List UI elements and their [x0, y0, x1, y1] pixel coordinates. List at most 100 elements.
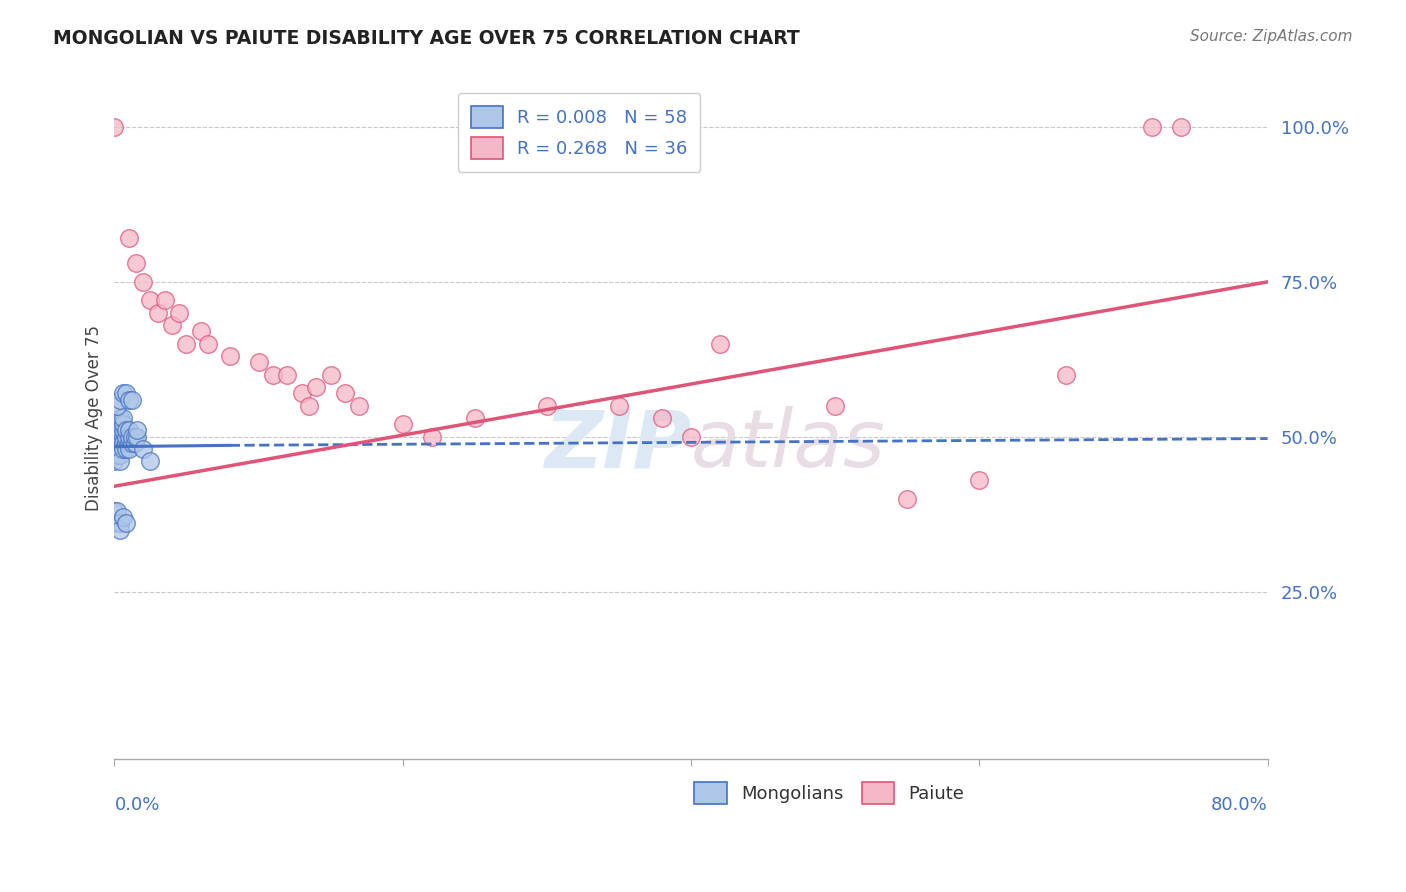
Point — [103, 454, 125, 468]
Point — [197, 336, 219, 351]
Point — [105, 448, 128, 462]
Point — [108, 454, 131, 468]
Point — [1142, 120, 1164, 134]
Point — [112, 417, 135, 432]
Point — [291, 386, 314, 401]
Text: ZIP: ZIP — [544, 407, 690, 484]
Point — [108, 424, 131, 438]
Point — [108, 430, 131, 444]
Point — [464, 411, 486, 425]
Point — [247, 355, 270, 369]
Y-axis label: Disability Age Over 75: Disability Age Over 75 — [86, 325, 103, 511]
Legend: Mongolians, Paiute: Mongolians, Paiute — [688, 774, 972, 811]
Text: Source: ZipAtlas.com: Source: ZipAtlas.com — [1189, 29, 1353, 44]
Point — [112, 424, 135, 438]
Point — [108, 442, 131, 456]
Point — [709, 336, 731, 351]
Point — [127, 424, 149, 438]
Point — [262, 368, 284, 382]
Point — [121, 436, 143, 450]
Point — [169, 306, 191, 320]
Point — [112, 510, 135, 524]
Point — [333, 386, 356, 401]
Point — [969, 473, 991, 487]
Point — [1170, 120, 1192, 134]
Point — [118, 430, 141, 444]
Point — [118, 436, 141, 450]
Point — [118, 442, 141, 456]
Point — [824, 399, 846, 413]
Point — [146, 306, 169, 320]
Point — [115, 516, 138, 531]
Point — [112, 430, 135, 444]
Point — [176, 336, 198, 351]
Text: atlas: atlas — [690, 407, 886, 484]
Point — [112, 442, 135, 456]
Point — [103, 430, 125, 444]
Point — [153, 293, 176, 308]
Point — [391, 417, 413, 432]
Point — [298, 399, 321, 413]
Point — [103, 120, 125, 134]
Point — [190, 325, 212, 339]
Point — [108, 392, 131, 407]
Point — [108, 411, 131, 425]
Point — [132, 275, 155, 289]
Point — [105, 424, 128, 438]
Point — [103, 417, 125, 432]
Point — [139, 293, 162, 308]
Point — [103, 436, 125, 450]
Point — [105, 399, 128, 413]
Point — [108, 523, 131, 537]
Point — [160, 318, 183, 333]
Point — [103, 448, 125, 462]
Point — [115, 436, 138, 450]
Point — [112, 436, 135, 450]
Point — [105, 504, 128, 518]
Point — [305, 380, 328, 394]
Text: 0.0%: 0.0% — [114, 797, 160, 814]
Point — [218, 349, 240, 363]
Point — [103, 504, 125, 518]
Point — [108, 516, 131, 531]
Point — [105, 417, 128, 432]
Point — [115, 442, 138, 456]
Point — [115, 424, 138, 438]
Point — [139, 454, 162, 468]
Point — [105, 430, 128, 444]
Point — [536, 399, 558, 413]
Point — [349, 399, 371, 413]
Point — [607, 399, 630, 413]
Point — [118, 392, 141, 407]
Point — [121, 392, 143, 407]
Text: 80.0%: 80.0% — [1211, 797, 1268, 814]
Point — [108, 448, 131, 462]
Text: MONGOLIAN VS PAIUTE DISABILITY AGE OVER 75 CORRELATION CHART: MONGOLIAN VS PAIUTE DISABILITY AGE OVER … — [53, 29, 800, 47]
Point — [118, 424, 141, 438]
Point — [118, 231, 141, 245]
Point — [1054, 368, 1077, 382]
Point — [105, 442, 128, 456]
Point — [125, 256, 148, 270]
Point — [108, 417, 131, 432]
Point — [651, 411, 673, 425]
Point — [127, 430, 149, 444]
Point — [679, 430, 702, 444]
Point — [103, 442, 125, 456]
Point — [124, 430, 146, 444]
Point — [896, 491, 918, 506]
Point — [105, 430, 128, 444]
Point — [420, 430, 443, 444]
Point — [112, 411, 135, 425]
Point — [121, 430, 143, 444]
Point — [103, 424, 125, 438]
Point — [319, 368, 342, 382]
Point — [115, 430, 138, 444]
Point — [103, 516, 125, 531]
Point — [276, 368, 298, 382]
Point — [124, 436, 146, 450]
Point — [132, 442, 155, 456]
Point — [108, 436, 131, 450]
Point — [112, 386, 135, 401]
Point — [103, 430, 125, 444]
